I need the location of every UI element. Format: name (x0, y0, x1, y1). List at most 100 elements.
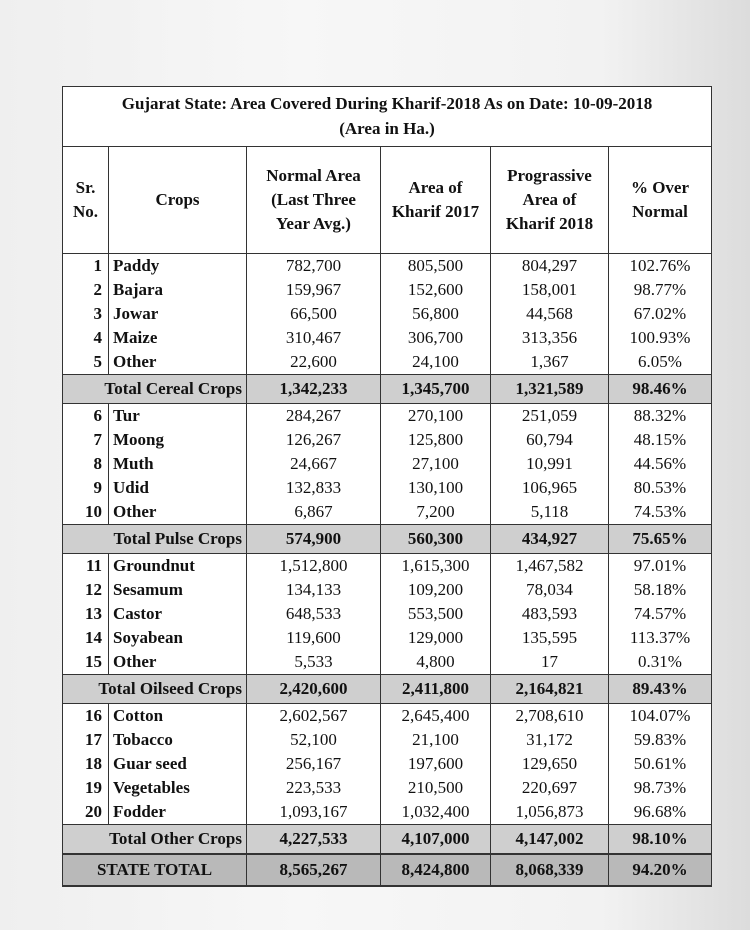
kharif-area-table: Gujarat State: Area Covered During Khari… (62, 86, 712, 887)
area-2018-cell: 1,056,873 (490, 800, 609, 825)
area-2017-cell: 197,600 (380, 752, 491, 776)
normal-area-cell: 132,833 (246, 476, 381, 500)
sr-no-cell: 8 (62, 452, 109, 476)
area-2018-cell: 10,991 (490, 452, 609, 476)
crop-name-cell: Tobacco (108, 728, 247, 752)
table-row: 5 Other 22,600 24,100 1,367 6.05% (62, 350, 712, 375)
pct-over-normal-cell: 58.18% (608, 578, 712, 602)
area-2017-cell: 24,100 (380, 350, 491, 375)
header-row: Sr. No. Crops Normal Area (Last Three Ye… (62, 146, 712, 254)
area-2018-cell: 106,965 (490, 476, 609, 500)
area-2017-cell: 1,615,300 (380, 553, 491, 578)
subtotal-label: Total Oilseed Crops (62, 674, 247, 704)
area-2017-cell: 152,600 (380, 278, 491, 302)
sr-no-cell: 11 (62, 553, 109, 578)
header-area-kharif-2017: Area of Kharif 2017 (380, 146, 491, 254)
subtotal-pct: 75.65% (608, 524, 712, 554)
crop-name-cell: Guar seed (108, 752, 247, 776)
table-row: 12 Sesamum 134,133 109,200 78,034 58.18% (62, 578, 712, 602)
sr-no-cell: 6 (62, 403, 109, 428)
pct-over-normal-cell: 98.73% (608, 776, 712, 800)
area-2018-cell: 1,467,582 (490, 553, 609, 578)
normal-area-cell: 159,967 (246, 278, 381, 302)
area-2018-cell: 31,172 (490, 728, 609, 752)
table-row: 18 Guar seed 256,167 197,600 129,650 50.61% (62, 752, 712, 776)
subtotal-pct: 98.46% (608, 374, 712, 404)
table-title: Gujarat State: Area Covered During Khari… (62, 86, 712, 147)
normal-area-cell: 119,600 (246, 626, 381, 650)
area-2017-cell: 210,500 (380, 776, 491, 800)
header-normal-area: Normal Area (Last Three Year Avg.) (246, 146, 381, 254)
pct-over-normal-cell: 0.31% (608, 650, 712, 675)
header-area-kharif-2018: Prograssive Area of Kharif 2018 (490, 146, 609, 254)
header-pct-over-normal: % Over Normal (608, 146, 712, 254)
sr-no-cell: 7 (62, 428, 109, 452)
area-2018-cell: 44,568 (490, 302, 609, 326)
table-row: 1 Paddy 782,700 805,500 804,297 102.76% (62, 253, 712, 278)
area-2017-cell: 130,100 (380, 476, 491, 500)
area-2017-cell: 1,032,400 (380, 800, 491, 825)
subtotal-area-2018: 4,147,002 (490, 824, 609, 855)
subtotal-label: Total Cereal Crops (62, 374, 247, 404)
sr-no-cell: 13 (62, 602, 109, 626)
pct-over-normal-cell: 97.01% (608, 553, 712, 578)
pct-over-normal-cell: 6.05% (608, 350, 712, 375)
table-row: 15 Other 5,533 4,800 17 0.31% (62, 650, 712, 675)
pct-over-normal-cell: 102.76% (608, 253, 712, 278)
subtotal-area-2018: 1,321,589 (490, 374, 609, 404)
subtotal-pct: 89.43% (608, 674, 712, 704)
normal-area-cell: 782,700 (246, 253, 381, 278)
area-2018-cell: 220,697 (490, 776, 609, 800)
state-total-label: STATE TOTAL (62, 853, 247, 887)
area-2017-cell: 553,500 (380, 602, 491, 626)
area-2018-cell: 5,118 (490, 500, 609, 525)
subtotal-row: Total Cereal Crops 1,342,233 1,345,700 1,32… (62, 374, 712, 404)
crop-name-cell: Paddy (108, 253, 247, 278)
table-row: 16 Cotton 2,602,567 2,645,400 2,708,610 104.0… (62, 703, 712, 728)
header-crops: Crops (108, 146, 247, 254)
table-row: 6 Tur 284,267 270,100 251,059 88.32% (62, 403, 712, 428)
table-row: 8 Muth 24,667 27,100 10,991 44.56% (62, 452, 712, 476)
pct-over-normal-cell: 44.56% (608, 452, 712, 476)
crop-name-cell: Vegetables (108, 776, 247, 800)
table-row: 9 Udid 132,833 130,100 106,965 80.53% (62, 476, 712, 500)
area-2017-cell: 109,200 (380, 578, 491, 602)
normal-area-cell: 648,533 (246, 602, 381, 626)
pct-over-normal-cell: 96.68% (608, 800, 712, 825)
area-2018-cell: 483,593 (490, 602, 609, 626)
sr-no-cell: 12 (62, 578, 109, 602)
normal-area-cell: 6,867 (246, 500, 381, 525)
area-2018-cell: 60,794 (490, 428, 609, 452)
pct-over-normal-cell: 88.32% (608, 403, 712, 428)
sr-no-cell: 3 (62, 302, 109, 326)
pct-over-normal-cell: 74.53% (608, 500, 712, 525)
crop-name-cell: Tur (108, 403, 247, 428)
normal-area-cell: 1,512,800 (246, 553, 381, 578)
area-2017-cell: 2,645,400 (380, 703, 491, 728)
state-total-area-2017: 8,424,800 (380, 853, 491, 887)
table-row: 4 Maize 310,467 306,700 313,356 100.93% (62, 326, 712, 350)
table-row: 14 Soyabean 119,600 129,000 135,595 113.37% (62, 626, 712, 650)
area-2018-cell: 158,001 (490, 278, 609, 302)
normal-area-cell: 66,500 (246, 302, 381, 326)
normal-area-cell: 2,602,567 (246, 703, 381, 728)
sr-no-cell: 10 (62, 500, 109, 525)
crop-name-cell: Cotton (108, 703, 247, 728)
crop-name-cell: Groundnut (108, 553, 247, 578)
subtotal-area-2018: 2,164,821 (490, 674, 609, 704)
table-row: 11 Groundnut 1,512,800 1,615,300 1,467,582 97… (62, 553, 712, 578)
normal-area-cell: 134,133 (246, 578, 381, 602)
state-total-row: STATE TOTAL 8,565,267 8,424,800 8,068,339 94… (62, 853, 712, 887)
area-2018-cell: 2,708,610 (490, 703, 609, 728)
crop-name-cell: Maize (108, 326, 247, 350)
normal-area-cell: 52,100 (246, 728, 381, 752)
pct-over-normal-cell: 74.57% (608, 602, 712, 626)
normal-area-cell: 256,167 (246, 752, 381, 776)
sr-no-cell: 1 (62, 253, 109, 278)
area-2017-cell: 805,500 (380, 253, 491, 278)
sr-no-cell: 5 (62, 350, 109, 375)
sr-no-cell: 19 (62, 776, 109, 800)
pct-over-normal-cell: 113.37% (608, 626, 712, 650)
subtotal-normal-area: 2,420,600 (246, 674, 381, 704)
crop-name-cell: Fodder (108, 800, 247, 825)
